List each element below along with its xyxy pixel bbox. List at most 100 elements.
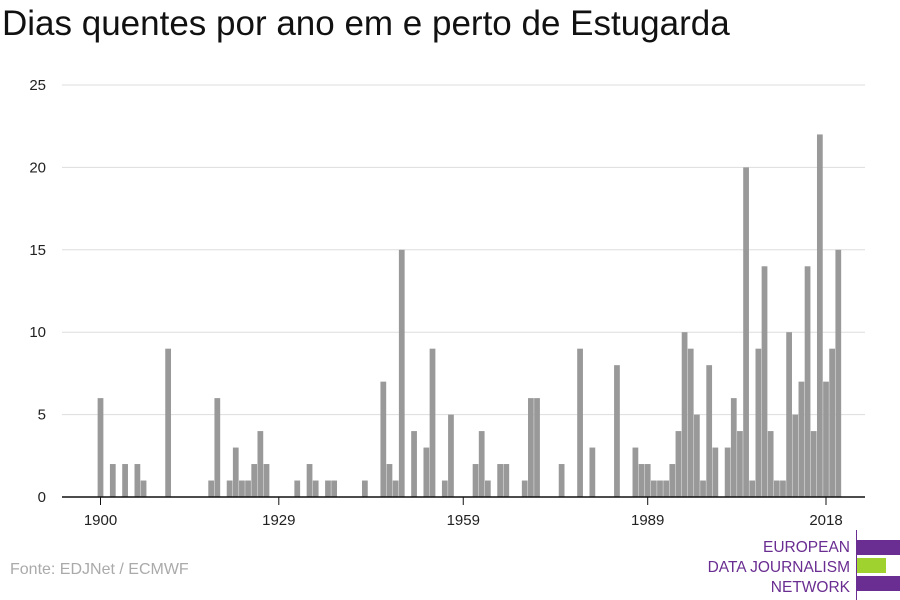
logo-rule: [856, 530, 857, 600]
bar-1994: [675, 431, 682, 497]
bar-1906: [134, 464, 141, 497]
bar-1918: [208, 480, 215, 497]
bar-1946: [380, 381, 387, 497]
bar-2017: [816, 134, 823, 497]
logo-line-data-journalism: DATA JOURNALISM: [707, 559, 850, 576]
logo-bar-bottom: [857, 576, 900, 591]
logo-text: EUROPEAN DATA JOURNALISM NETWORK: [708, 538, 850, 598]
bar-1998: [700, 480, 706, 497]
chart-title: Dias quentes por ano em e perto de Estug…: [2, 4, 730, 43]
bar-1984: [614, 365, 620, 497]
bar-1996: [687, 348, 694, 497]
bar-1962: [478, 431, 485, 497]
bar-1949: [398, 249, 405, 497]
bar-1924: [245, 480, 251, 497]
bar-2012: [786, 332, 792, 497]
bar-2008: [761, 266, 768, 497]
bar-1948: [392, 480, 399, 497]
bar-1935: [312, 480, 319, 497]
bar-1980: [589, 447, 596, 497]
bar-1999: [706, 365, 713, 497]
bar-1989: [644, 464, 651, 497]
y-tick-label: 5: [38, 407, 46, 424]
bar-1932: [294, 480, 301, 497]
bar-1965: [497, 464, 504, 497]
bar-1963: [484, 480, 491, 497]
bar-1988: [638, 464, 645, 497]
bar-2018: [823, 381, 829, 497]
bar-1978: [577, 348, 583, 497]
bar-1937: [325, 480, 331, 497]
y-tick-label: 10: [29, 324, 46, 341]
bar-1956: [441, 480, 448, 497]
bar-2020: [835, 249, 842, 497]
bar-2011: [780, 480, 786, 497]
x-tick-label: 1959: [447, 512, 480, 529]
bar-2014: [798, 381, 805, 497]
bar-1922: [232, 447, 239, 497]
x-tick-label: 1929: [262, 512, 295, 529]
bar-1904: [122, 464, 128, 497]
logo-bar-top: [857, 540, 900, 555]
logo-line-european: EUROPEAN: [763, 539, 850, 556]
bar-1921: [226, 480, 233, 497]
bar-2013: [792, 414, 799, 497]
bar-2015: [804, 266, 811, 497]
bar-2009: [767, 431, 774, 497]
bar-1919: [214, 398, 221, 497]
bar-1923: [239, 480, 245, 497]
bar-1943: [362, 480, 368, 497]
bar-1957: [448, 414, 454, 497]
bar-1997: [694, 414, 700, 497]
bar-1907: [140, 480, 147, 497]
bar-1992: [663, 480, 670, 497]
bar-2004: [737, 431, 743, 497]
bar-1990: [650, 480, 657, 497]
bar-1987: [632, 447, 639, 497]
bar-1925: [251, 464, 258, 497]
bar-1971: [534, 398, 540, 497]
bar-1902: [109, 464, 116, 497]
bar-2000: [712, 447, 719, 497]
bar-1993: [669, 464, 676, 497]
x-tick-label: 1989: [631, 512, 664, 529]
bar-1938: [331, 480, 338, 497]
edjnet-logo: EUROPEAN DATA JOURNALISM NETWORK: [700, 530, 900, 600]
bar-1934: [306, 464, 313, 497]
bar-1911: [165, 348, 172, 497]
y-tick-label: 15: [29, 242, 46, 259]
bar-2006: [749, 480, 756, 497]
bar-1995: [681, 332, 688, 497]
logo-bar-middle: [857, 558, 886, 573]
x-axis: 1900 1929 1959 1989 2018: [62, 496, 865, 529]
bar-1966: [503, 464, 510, 497]
bar-1954: [429, 348, 436, 497]
bar-1926: [257, 431, 264, 497]
bar-1975: [558, 464, 565, 497]
source-note: Fonte: EDJNet / ECMWF: [10, 561, 189, 578]
bar-2010: [773, 480, 780, 497]
bar-2002: [724, 447, 731, 497]
bar-1991: [657, 480, 663, 497]
bar-2003: [730, 398, 737, 497]
bar-1900: [97, 398, 104, 497]
bar-1953: [423, 447, 430, 497]
y-tick-label: 25: [29, 77, 46, 94]
y-tick-label: 20: [29, 159, 46, 176]
bar-1951: [411, 431, 417, 497]
bar-1961: [472, 464, 479, 497]
bar-1970: [528, 398, 534, 497]
bars: [97, 134, 842, 497]
bar-1927: [263, 464, 270, 497]
bar-2019: [829, 348, 836, 497]
bar-2007: [755, 348, 762, 497]
bar-1969: [521, 480, 528, 497]
x-tick-label: 1900: [84, 512, 117, 529]
logo-line-network: NETWORK: [770, 579, 850, 596]
y-axis-ticks: 0 5 10 15 20 25: [29, 77, 46, 506]
bar-2016: [810, 431, 817, 497]
x-tick-label: 2018: [809, 512, 842, 529]
bar-1947: [386, 464, 393, 497]
bar-2005: [743, 167, 749, 497]
